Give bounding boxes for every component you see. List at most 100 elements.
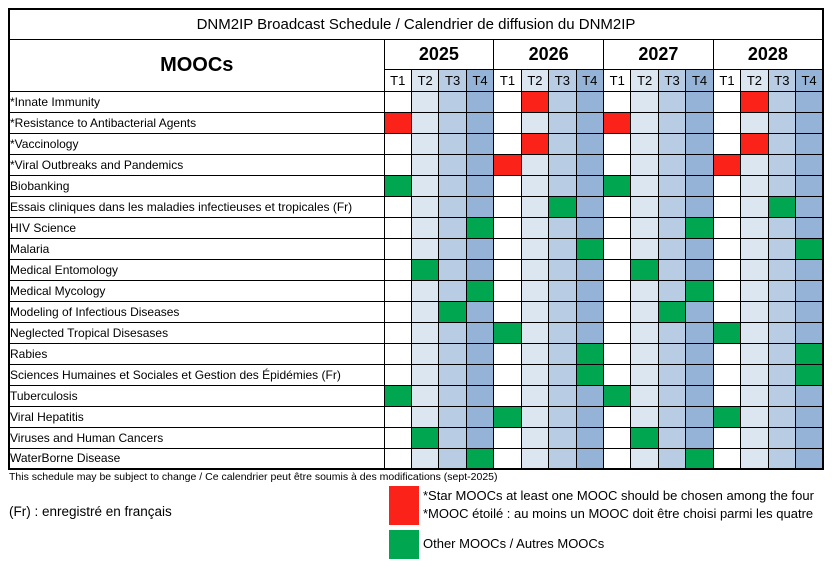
schedule-cell	[438, 321, 467, 344]
moocs-column-header: MOOCs	[8, 38, 385, 92]
schedule-cell	[410, 447, 440, 470]
mooc-name: WaterBorne Disease	[8, 447, 385, 470]
star-mooc-cell	[740, 132, 769, 155]
schedule-cell	[767, 174, 797, 197]
schedule-cell	[685, 321, 714, 344]
schedule-cell	[685, 342, 714, 365]
quarter-header-2028-T2: T2	[740, 68, 769, 92]
schedule-cell	[740, 258, 769, 281]
schedule-cell	[630, 174, 659, 197]
other-mooc-cell	[685, 447, 714, 470]
schedule-cell	[795, 216, 824, 239]
mooc-name: Malaria	[8, 237, 385, 260]
mooc-row: Sciences Humaines et Sociales et Gestion…	[8, 363, 824, 386]
year-header-2028: 2028	[712, 38, 824, 70]
schedule-cell	[438, 90, 467, 113]
schedule-cell	[548, 174, 577, 197]
mooc-row: Medical Mycology	[8, 279, 824, 302]
schedule-cell	[548, 258, 577, 281]
quarter-header-2028-T4: T4	[795, 68, 824, 92]
other-mooc-cell	[602, 174, 632, 197]
other-mooc-cell	[575, 237, 605, 260]
schedule-cell	[493, 132, 522, 155]
schedule-cell	[383, 153, 412, 176]
schedule-cell	[767, 258, 797, 281]
schedule-cell	[767, 90, 797, 113]
mooc-row: Rabies	[8, 342, 824, 365]
schedule-cell	[630, 321, 659, 344]
schedule-cell	[657, 111, 687, 134]
schedule-cell	[685, 111, 714, 134]
other-mooc-cell	[438, 300, 467, 323]
schedule-cell	[410, 195, 440, 218]
schedule-cell	[438, 384, 467, 407]
schedule-cell	[712, 111, 742, 134]
schedule-cell	[575, 216, 605, 239]
schedule-cell	[602, 258, 632, 281]
other-mooc-cell	[575, 363, 605, 386]
schedule-cell	[410, 216, 440, 239]
schedule-cell	[740, 300, 769, 323]
schedule-cell	[383, 321, 412, 344]
schedule-cell	[630, 111, 659, 134]
other-mooc-cell	[548, 195, 577, 218]
schedule-cell	[712, 426, 742, 449]
schedule-cell	[602, 216, 632, 239]
other-mooc-cell	[795, 237, 824, 260]
schedule-cell	[575, 111, 605, 134]
schedule-cell	[657, 174, 687, 197]
schedule-cell	[602, 153, 632, 176]
schedule-cell	[548, 153, 577, 176]
schedule-cell	[465, 321, 495, 344]
schedule-cell	[465, 195, 495, 218]
quarter-header-2027-T3: T3	[657, 68, 687, 92]
mooc-row: *Vaccinology	[8, 132, 824, 155]
schedule-cell	[795, 111, 824, 134]
schedule-cell	[493, 279, 522, 302]
mooc-name: Neglected Tropical Disesases	[8, 321, 385, 344]
star-mooc-cell	[493, 153, 522, 176]
schedule-cell	[795, 258, 824, 281]
schedule-cell	[712, 384, 742, 407]
schedule-cell	[438, 279, 467, 302]
schedule-cell	[685, 174, 714, 197]
schedule-cell	[712, 174, 742, 197]
schedule-cell	[602, 405, 632, 428]
schedule-cell	[685, 300, 714, 323]
mooc-row: Modeling of Infectious Diseases	[8, 300, 824, 323]
schedule-cell	[630, 153, 659, 176]
schedule-cell	[575, 447, 605, 470]
schedule-cell	[520, 195, 550, 218]
mooc-row: Tuberculosis	[8, 384, 824, 407]
schedule-cell	[438, 426, 467, 449]
other-mooc-cell	[493, 405, 522, 428]
quarter-header-2027-T2: T2	[630, 68, 659, 92]
schedule-cell	[548, 237, 577, 260]
schedule-cell	[630, 195, 659, 218]
schedule-cell	[630, 405, 659, 428]
other-mooc-cell	[630, 258, 659, 281]
schedule-cell	[575, 426, 605, 449]
schedule-cell	[630, 342, 659, 365]
mooc-row: HIV Science	[8, 216, 824, 239]
schedule-cell	[465, 342, 495, 365]
schedule-cell	[657, 258, 687, 281]
schedule-cell	[548, 384, 577, 407]
schedule-cell	[602, 90, 632, 113]
schedule-cell	[630, 216, 659, 239]
schedule-cell	[740, 321, 769, 344]
schedule-cell	[740, 342, 769, 365]
schedule-cell	[383, 258, 412, 281]
schedule-cell	[383, 447, 412, 470]
schedule-cell	[383, 195, 412, 218]
schedule-cell	[657, 153, 687, 176]
schedule-cell	[685, 384, 714, 407]
schedule-cell	[740, 279, 769, 302]
quarter-header-2025-T3: T3	[438, 68, 467, 92]
schedule-cell	[712, 237, 742, 260]
schedule-cell	[630, 237, 659, 260]
schedule-cell	[575, 195, 605, 218]
schedule-cell	[410, 384, 440, 407]
schedule-cell	[767, 447, 797, 470]
mooc-name: Medical Mycology	[8, 279, 385, 302]
